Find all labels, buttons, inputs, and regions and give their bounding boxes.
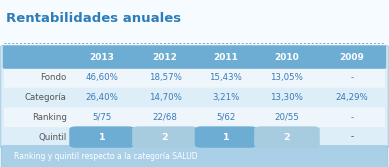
FancyBboxPatch shape — [69, 126, 135, 148]
Text: Ranking y quintil respecto a la categoría SALUD: Ranking y quintil respecto a la categorí… — [14, 152, 197, 161]
Text: 2010: 2010 — [275, 53, 299, 62]
FancyBboxPatch shape — [195, 126, 257, 148]
Text: 2012: 2012 — [152, 53, 177, 62]
FancyBboxPatch shape — [132, 126, 198, 148]
Text: 2: 2 — [162, 133, 168, 142]
Text: -: - — [350, 133, 353, 142]
Text: 26,40%: 26,40% — [86, 93, 119, 102]
Text: Ranking: Ranking — [32, 113, 67, 122]
Text: 24,29%: 24,29% — [335, 93, 368, 102]
FancyBboxPatch shape — [3, 46, 386, 69]
FancyBboxPatch shape — [4, 127, 385, 147]
Text: 2: 2 — [284, 133, 290, 142]
Text: Categoría: Categoría — [25, 93, 67, 102]
FancyBboxPatch shape — [254, 126, 320, 148]
Text: 3,21%: 3,21% — [212, 93, 240, 102]
Text: Quintil: Quintil — [39, 133, 67, 142]
Text: -: - — [350, 133, 353, 142]
Text: 15,43%: 15,43% — [210, 73, 242, 82]
Text: 5/62: 5/62 — [216, 113, 236, 122]
Text: 22/68: 22/68 — [152, 113, 177, 122]
Text: 13,30%: 13,30% — [270, 93, 303, 102]
Text: 5/75: 5/75 — [92, 113, 112, 122]
Text: 18,57%: 18,57% — [149, 73, 181, 82]
Text: -: - — [350, 113, 353, 122]
Text: 2011: 2011 — [214, 53, 238, 62]
FancyBboxPatch shape — [1, 45, 388, 148]
FancyBboxPatch shape — [4, 68, 385, 88]
Text: Rentabilidades anuales: Rentabilidades anuales — [6, 12, 181, 25]
FancyBboxPatch shape — [4, 108, 385, 128]
Text: 2009: 2009 — [339, 53, 364, 62]
Text: 1: 1 — [99, 133, 105, 142]
Text: 20/55: 20/55 — [275, 113, 300, 122]
FancyBboxPatch shape — [1, 146, 388, 167]
FancyBboxPatch shape — [4, 88, 385, 108]
Text: -: - — [350, 73, 353, 82]
Text: 1: 1 — [223, 133, 229, 142]
Text: 46,60%: 46,60% — [86, 73, 119, 82]
Text: 14,70%: 14,70% — [149, 93, 181, 102]
Text: 2013: 2013 — [89, 53, 114, 62]
Text: Fondo: Fondo — [40, 73, 67, 82]
Text: 13,05%: 13,05% — [270, 73, 303, 82]
